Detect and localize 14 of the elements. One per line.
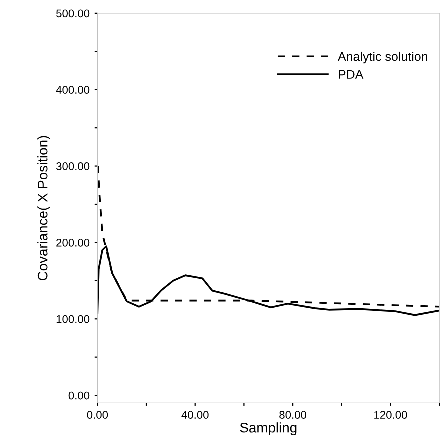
y-axis-title: Covariance( X Position) bbox=[38, 136, 50, 281]
y-tick-label: 500.00 bbox=[56, 10, 90, 18]
y-tick-label: 100.00 bbox=[56, 315, 90, 324]
legend-label: Analytic solution bbox=[338, 52, 428, 64]
x-tick-label: 120.00 bbox=[374, 411, 408, 419]
x-tick-label: 0.00 bbox=[87, 411, 108, 419]
y-tick-label: 200.00 bbox=[56, 238, 90, 247]
x-tick-label: 40.00 bbox=[182, 411, 209, 419]
y-tick-label: 0.00 bbox=[68, 392, 90, 400]
x-axis-title: Sampling bbox=[240, 422, 297, 436]
y-tick-label: 300.00 bbox=[56, 162, 90, 170]
legend-label: PDA bbox=[339, 70, 364, 79]
y-tick-label: 400.00 bbox=[56, 86, 90, 94]
x-tick-label: 80.00 bbox=[280, 411, 307, 419]
